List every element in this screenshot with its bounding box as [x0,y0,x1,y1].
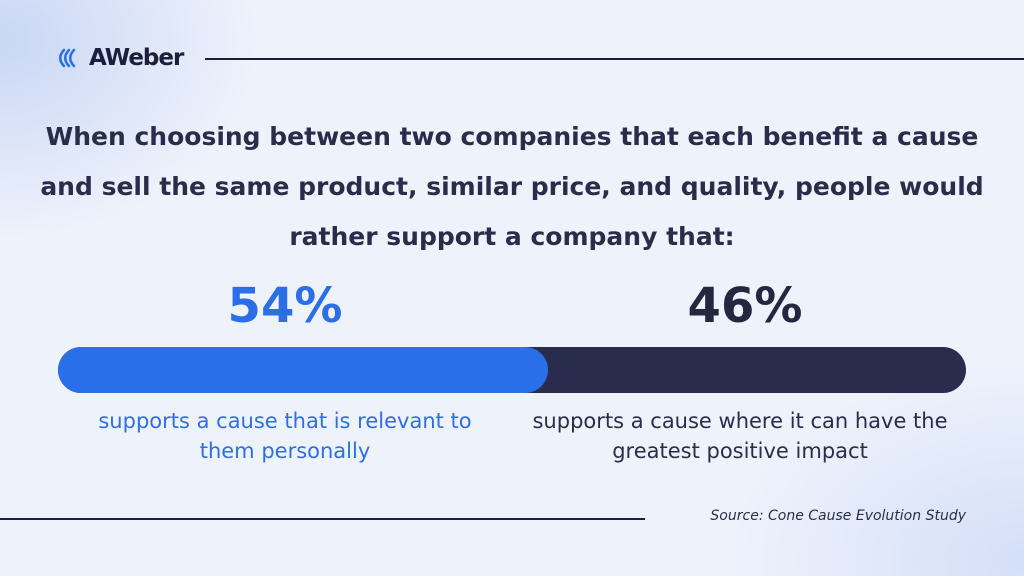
headline: When choosing between two companies that… [40,122,984,251]
category-label-impact: supports a cause where it can have the g… [532,409,948,463]
aweber-wave-icon [58,48,76,68]
value-label-personal: 54% [227,278,343,334]
header-divider [205,58,1024,60]
aweber-logo: AWeber [58,44,184,72]
stacked-bar [58,347,966,393]
source-divider [0,518,645,520]
bar-segment-personal [58,347,549,393]
category-label-personal: supports a cause that is relevant to the… [98,409,472,463]
source-note: Source: Cone Cause Evolution Study [710,508,966,524]
logo-text: AWeber [89,45,184,71]
value-label-impact: 46% [687,278,803,334]
